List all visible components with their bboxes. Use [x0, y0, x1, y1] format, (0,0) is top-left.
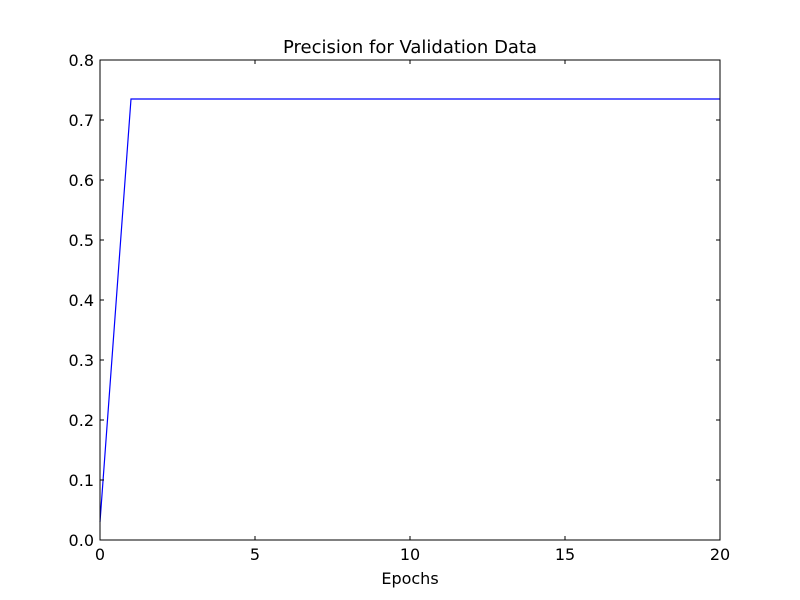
y-tick-label: 0.8	[69, 51, 94, 70]
plot-frame	[99, 59, 721, 541]
y-tick-label: 0.2	[69, 411, 94, 430]
chart-title: Precision for Validation Data	[283, 37, 537, 58]
y-tick-label: 0.6	[69, 171, 94, 190]
x-axis-label: Epochs	[381, 569, 438, 588]
series-line-0	[99, 98, 720, 523]
y-tick-label: 0.3	[69, 351, 94, 370]
series-layer	[99, 98, 720, 523]
x-tick-label: 10	[400, 545, 420, 564]
x-tick-label: 5	[250, 545, 260, 564]
x-tick-label: 20	[710, 545, 730, 564]
y-tick-label: 0.0	[69, 531, 94, 550]
y-tick-label: 0.4	[69, 291, 94, 310]
y-tick-label: 0.7	[69, 111, 94, 130]
x-tick-label: 0	[95, 545, 105, 564]
x-tick-label: 15	[555, 545, 575, 564]
y-tick-label: 0.5	[69, 231, 94, 250]
y-tick-label: 0.1	[69, 471, 94, 490]
ticks-layer: 0 5 10 15 20 0.0 0.1 0.2 0.3 0.4 0.5 0.6 0.7 0.8	[69, 51, 731, 564]
